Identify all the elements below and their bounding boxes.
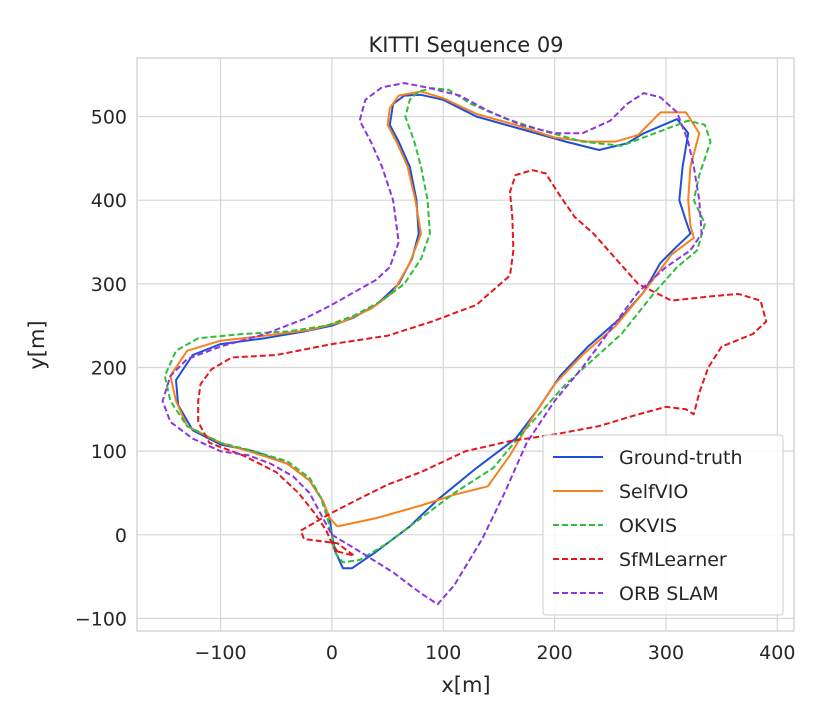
y-tick-label: 400: [91, 190, 127, 212]
x-tick-label: 400: [759, 642, 795, 664]
legend-entry: OKVIS: [619, 515, 677, 537]
y-tick-label: 200: [91, 358, 127, 380]
x-axis-label: x[m]: [441, 673, 490, 697]
y-tick-label: 500: [91, 107, 127, 129]
chart-title: KITTI Sequence 09: [368, 33, 563, 57]
x-tick-label: 0: [326, 642, 338, 664]
x-tick-label: −100: [194, 642, 246, 664]
y-axis-label: y[m]: [25, 320, 49, 369]
legend-entry: SfMLearner: [619, 549, 727, 571]
y-tick-label: 100: [91, 441, 127, 463]
y-tick-label: 0: [115, 525, 127, 547]
legend: Ground-truth SelfVIO OKVIS SfMLearner ORB SL…: [543, 435, 783, 615]
y-tick-label: −100: [75, 608, 127, 630]
x-tick-label: 100: [425, 642, 461, 664]
trajectory-chart: KITTI Sequence 09 −100 0 100 200 300 400 −100…: [0, 0, 830, 727]
x-tick-label: 300: [648, 642, 684, 664]
y-tick-label: 300: [91, 274, 127, 296]
x-tick-label: 200: [536, 642, 572, 664]
legend-entry: Ground-truth: [619, 447, 743, 469]
legend-entry: ORB SLAM: [619, 583, 719, 605]
legend-entry: SelfVIO: [619, 481, 688, 503]
